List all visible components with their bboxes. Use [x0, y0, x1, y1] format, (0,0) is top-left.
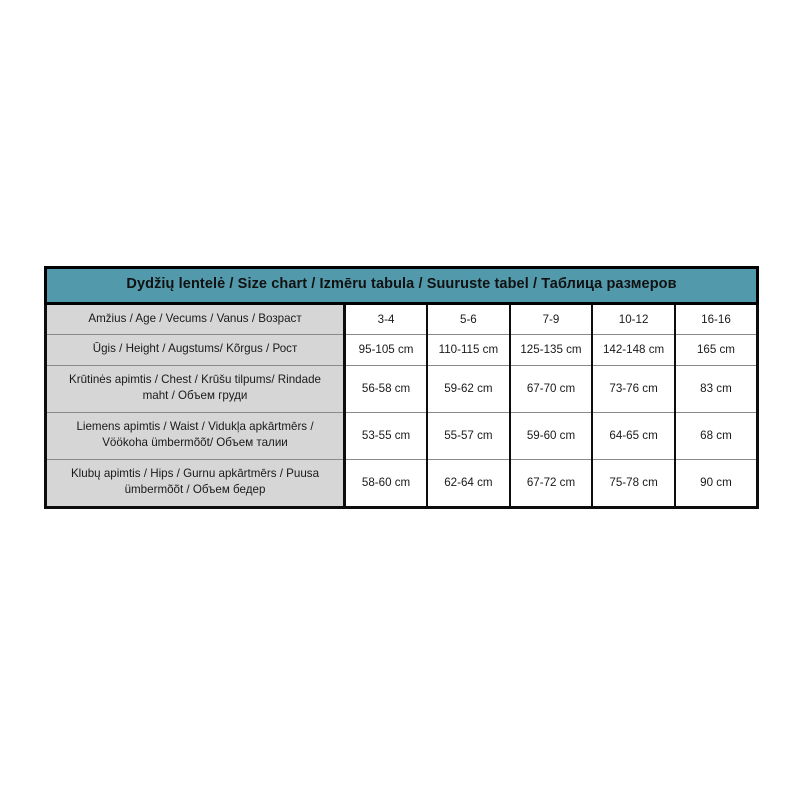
cell-height-10-12: 142-148 cm	[591, 334, 676, 366]
cell-height-3-4: 95-105 cm	[343, 334, 429, 366]
cell-waist-5-6: 55-57 cm	[426, 411, 511, 460]
cell-height-16-16: 165 cm	[673, 334, 760, 366]
cell-chest-7-9: 67-70 cm	[508, 364, 594, 413]
cell-chest-16-16: 83 cm	[673, 364, 760, 413]
size-chart-title: Dydžių lentelė / Size chart / Izmēru tab…	[43, 266, 760, 305]
cell-chest-5-6: 59-62 cm	[426, 364, 511, 413]
cell-age-16-16: 16-16	[673, 303, 760, 336]
cell-age-5-6: 5-6	[426, 303, 511, 336]
row-label-waist: Liemens apimtis / Waist / Vidukļa apkārt…	[44, 411, 346, 460]
row-label-height: Ūgis / Height / Augstums/ Kõrgus / Рост	[44, 334, 346, 366]
cell-hips-5-6: 62-64 cm	[426, 458, 511, 509]
cell-chest-10-12: 73-76 cm	[591, 364, 676, 413]
table-header-row: Dydžių lentelė / Size chart / Izmēru tab…	[43, 266, 760, 305]
cell-hips-7-9: 67-72 cm	[508, 458, 594, 509]
cell-waist-16-16: 68 cm	[673, 411, 760, 460]
table-row-hips: Klubų apimtis / Hips / Gurnu apkārtmērs …	[44, 458, 760, 509]
size-chart-table: Dydžių lentelė / Size chart / Izmēru tab…	[43, 266, 760, 509]
cell-age-7-9: 7-9	[508, 303, 594, 336]
table-row-chest: Krūtinės apimtis / Chest / Krūšu tilpums…	[44, 364, 760, 413]
table-row-waist: Liemens apimtis / Waist / Vidukļa apkārt…	[44, 411, 760, 460]
cell-height-7-9: 125-135 cm	[508, 334, 594, 366]
cell-hips-16-16: 90 cm	[673, 458, 760, 509]
row-label-chest: Krūtinės apimtis / Chest / Krūšu tilpums…	[44, 364, 346, 413]
cell-hips-3-4: 58-60 cm	[343, 458, 429, 509]
cell-waist-10-12: 64-65 cm	[591, 411, 676, 460]
row-label-age: Amžius / Age / Vecums / Vanus / Возраст	[44, 303, 346, 336]
table-row-height: Ūgis / Height / Augstums/ Kõrgus / Рост …	[44, 334, 760, 366]
cell-age-3-4: 3-4	[343, 303, 429, 336]
cell-height-5-6: 110-115 cm	[426, 334, 511, 366]
cell-waist-3-4: 53-55 cm	[343, 411, 429, 460]
cell-age-10-12: 10-12	[591, 303, 676, 336]
cell-waist-7-9: 59-60 cm	[508, 411, 594, 460]
table-row-age: Amžius / Age / Vecums / Vanus / Возраст …	[44, 303, 760, 336]
row-label-hips: Klubų apimtis / Hips / Gurnu apkārtmērs …	[44, 458, 346, 509]
cell-hips-10-12: 75-78 cm	[591, 458, 676, 509]
cell-chest-3-4: 56-58 cm	[343, 364, 429, 413]
